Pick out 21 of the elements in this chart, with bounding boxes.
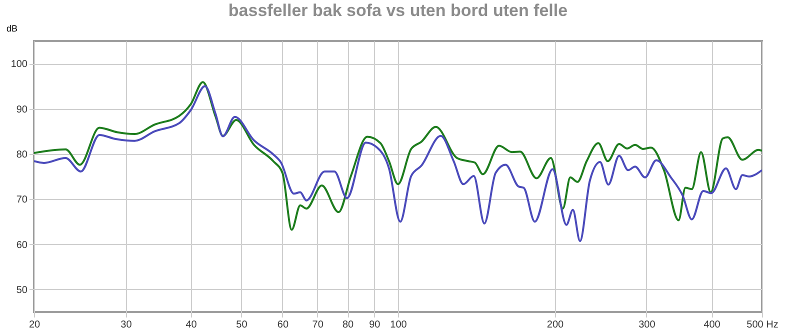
x-tick-label: 20: [28, 320, 40, 330]
chart-title: bassfeller bak sofa vs uten bord uten felle: [228, 1, 568, 20]
y-tick-label: 60: [16, 240, 28, 251]
y-tick-label: 90: [16, 104, 28, 116]
x-tick-label: 60: [277, 320, 289, 330]
y-tick-label: 80: [16, 149, 28, 160]
x-tick-label: 80: [342, 320, 354, 330]
y-tick-label: 100: [10, 59, 28, 70]
x-tick-label: 200: [546, 320, 564, 330]
x-tick-label: 90: [369, 320, 381, 330]
x-tick-label: 500 Hz: [746, 320, 778, 330]
x-tick-label: 300: [638, 320, 656, 330]
x-tick-label: 100: [390, 320, 408, 330]
y-tick-label: 50: [16, 284, 28, 296]
x-tick-label: 400: [704, 320, 721, 330]
x-tick-label: 30: [120, 320, 132, 330]
x-tick-label: 50: [236, 320, 248, 330]
x-tick-label: 40: [186, 320, 198, 330]
y-axis-title: dB: [6, 24, 18, 34]
y-tick-label: 70: [16, 194, 28, 206]
x-tick-label: 70: [312, 320, 324, 330]
